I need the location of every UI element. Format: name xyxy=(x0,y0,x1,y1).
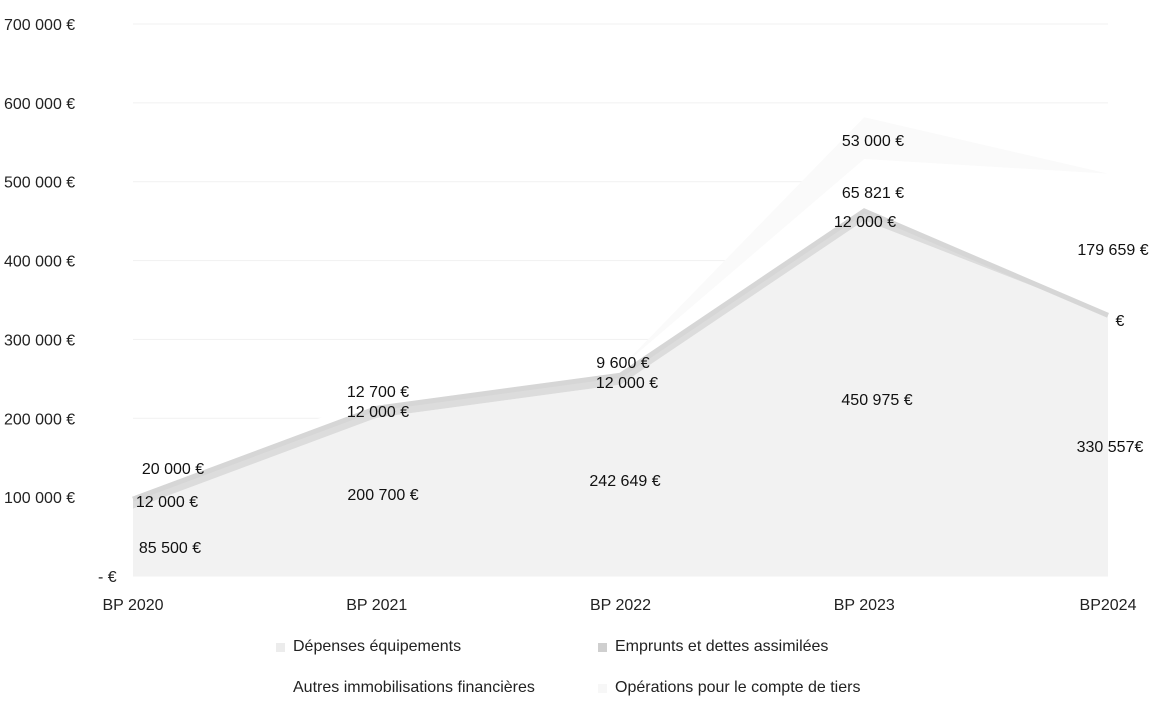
legend-item-autres: Autres immobilisations financières xyxy=(276,679,535,697)
data-label: 12 000 € xyxy=(347,404,409,421)
area-3 xyxy=(133,159,1108,500)
y-tick-label: 500 000 € xyxy=(4,175,75,192)
data-label: 450 975 € xyxy=(841,392,912,409)
data-label: 12 000 € xyxy=(596,375,658,392)
y-tick-label: 600 000 € xyxy=(4,96,75,113)
legend-label-tiers: Opérations pour le compte de tiers xyxy=(615,679,861,696)
legend-swatch-depenses xyxy=(276,642,285,652)
legend-label-autres: Autres immobilisations financières xyxy=(293,679,535,696)
data-label: 65 821 € xyxy=(842,185,904,202)
data-label: 12 700 € xyxy=(347,384,409,401)
legend-item-depenses: Dépenses équipements xyxy=(276,638,461,656)
x-tick-label: BP 2021 xyxy=(346,597,407,614)
legend-label-depenses: Dépenses équipements xyxy=(293,638,462,655)
legend-item-emprunts: Emprunts et dettes assimilées xyxy=(598,638,828,656)
data-label: 330 557€ xyxy=(1077,439,1144,456)
legend-swatch-autres xyxy=(276,683,285,693)
x-axis-ticks: BP 2020 BP 2021 BP 2022 BP 2023 BP2024 xyxy=(102,597,1136,614)
x-tick-label: BP 2020 xyxy=(102,597,163,614)
data-label: 12 000 € xyxy=(136,494,198,511)
data-labels: 85 500 € 200 700 € 242 649 € 450 975 € 330 5… xyxy=(136,133,1149,557)
area-series xyxy=(132,117,1109,576)
y-tick-label: - € xyxy=(98,569,117,586)
y-axis-ticks: - € 100 000 € 200 000 € 300 000 € 400 000 € 5… xyxy=(4,17,117,586)
y-tick-label: 400 000 € xyxy=(4,254,75,271)
x-tick-label: BP 2022 xyxy=(590,597,651,614)
area-1 xyxy=(133,220,1108,576)
y-tick-label: 100 000 € xyxy=(4,490,75,507)
legend-item-tiers: Opérations pour le compte de tiers xyxy=(598,679,860,697)
data-label: 9 600 € xyxy=(596,355,649,372)
x-tick-label: BP2024 xyxy=(1080,597,1137,614)
x-tick-label: BP 2023 xyxy=(834,597,895,614)
area-4 xyxy=(133,117,1108,484)
data-label: 85 500 € xyxy=(139,540,201,557)
chart-svg: - € 100 000 € 200 000 € 300 000 € 400 000 € 5… xyxy=(4,17,1149,614)
legend-label-emprunts: Emprunts et dettes assimilées xyxy=(615,638,829,655)
data-label: 242 649 € xyxy=(589,473,660,490)
y-tick-label: 300 000 € xyxy=(4,332,75,349)
data-label: € xyxy=(1116,313,1125,330)
data-label: 20 000 € xyxy=(142,461,204,478)
y-tick-label: 700 000 € xyxy=(4,17,75,34)
data-label: 53 000 € xyxy=(842,133,904,150)
data-label: 12 000 € xyxy=(834,214,896,231)
data-label: 179 659 € xyxy=(1077,242,1148,259)
legend-swatch-emprunts xyxy=(598,642,607,652)
data-label: 200 700 € xyxy=(347,487,418,504)
legend-swatch-tiers xyxy=(598,683,607,693)
emprunts-band xyxy=(132,208,1109,502)
y-tick-label: 200 000 € xyxy=(4,411,75,428)
